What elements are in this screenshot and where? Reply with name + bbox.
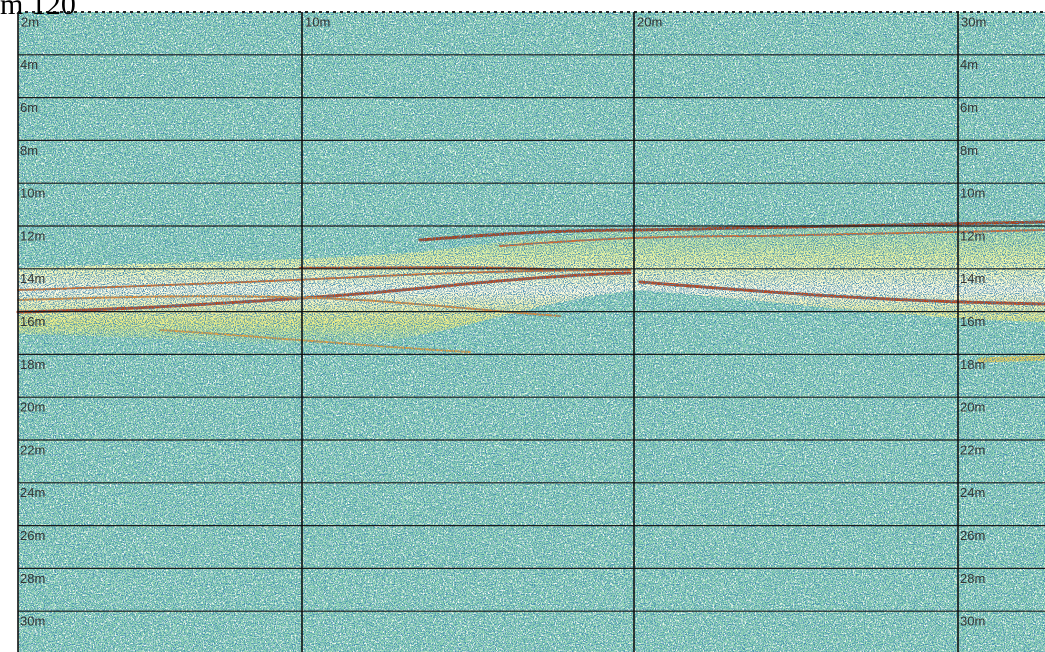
depth-label: 28m (20, 571, 45, 586)
distance-label: 30m (961, 14, 986, 29)
depth-label: 24m (20, 485, 45, 500)
depth-label: 22m (20, 442, 45, 457)
depth-label-right: 30m (960, 614, 985, 629)
dark-speckle (18, 12, 1045, 652)
depth-label: 16m (20, 314, 45, 329)
depth-label-right: 12m (960, 228, 985, 243)
depth-label: 20m (20, 400, 45, 415)
depth-label: 14m (20, 271, 45, 286)
depth-label-right: 4m (960, 57, 978, 72)
depth-label: 18m (20, 357, 45, 372)
profile-area (16, 11, 1045, 652)
depth-label-right: 20m (960, 400, 985, 415)
depth-label: 10m (20, 186, 45, 201)
depth-label-right: 16m (960, 314, 985, 329)
depth-label-right: 26m (960, 528, 985, 543)
depth-label-right: 22m (960, 442, 985, 457)
distance-label: 10m (305, 14, 330, 29)
depth-label: 26m (20, 528, 45, 543)
depth-label-right: 6m (960, 100, 978, 115)
depth-label: 30m (20, 614, 45, 629)
depth-label: 4m (20, 57, 38, 72)
depth-label-right: 10m (960, 186, 985, 201)
depth-label: 8m (20, 143, 38, 158)
depth-label: 6m (20, 100, 38, 115)
depth-label-right: 24m (960, 485, 985, 500)
title: m 120 (0, 0, 76, 21)
depth-label-right: 14m (960, 271, 985, 286)
depth-label-right: 28m (960, 571, 985, 586)
depth-label-right: 18m (960, 357, 985, 372)
distance-label: 20m (637, 14, 662, 29)
distance-label: 2m (21, 14, 39, 29)
depth-label-right: 8m (960, 143, 978, 158)
depth-label: 12m (20, 228, 45, 243)
grid (17, 12, 1045, 652)
labels: 4m 4m 6m 6m 8m 8m 10m 10m 12m 12m 14m 14m 16m 16m 18m 1… (20, 14, 986, 628)
